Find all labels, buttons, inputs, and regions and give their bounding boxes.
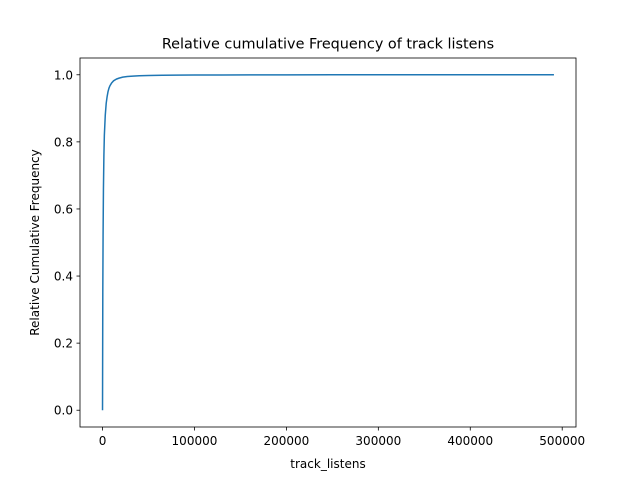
y-tick-label: 1.0	[54, 68, 73, 82]
axes-frame	[79, 57, 577, 428]
x-tick-label: 0	[99, 434, 107, 448]
y-tick-label: 0.0	[54, 404, 73, 418]
x-tick-label: 500000	[539, 434, 585, 448]
plot-area	[79, 57, 577, 428]
x-axis-label: track_listens	[290, 457, 365, 471]
y-tick-label: 0.2	[54, 337, 73, 351]
y-tick-label: 0.4	[54, 270, 73, 284]
x-tick-label: 400000	[447, 434, 493, 448]
chart-title: Relative cumulative Frequency of track l…	[162, 37, 494, 53]
series-layer	[101, 74, 554, 411]
x-tick-label: 300000	[355, 434, 401, 448]
x-axis-ticks: 0 100000 200000 300000 400000 500000	[99, 427, 585, 448]
series-line-1	[101, 74, 554, 411]
y-tick-label: 0.6	[54, 202, 73, 216]
y-axis-ticks: 0.0 0.2 0.4 0.6 0.8 1.0	[54, 68, 80, 418]
y-axis-label: Relative Cumulative Frequency	[28, 149, 42, 336]
y-tick-label: 0.8	[54, 135, 73, 149]
x-tick-label: 200000	[263, 434, 309, 448]
x-tick-label: 100000	[172, 434, 218, 448]
